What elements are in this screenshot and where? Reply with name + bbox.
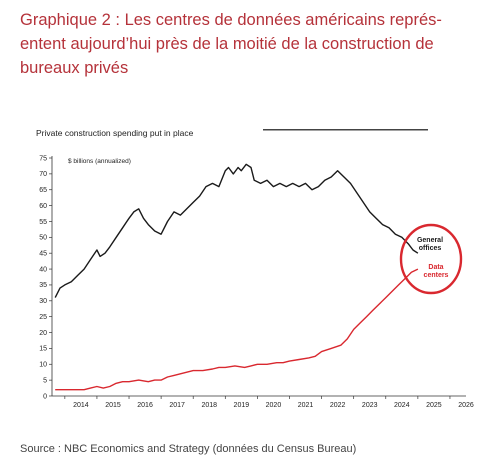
y-tick-label: 20 [39,330,47,337]
y-tick-label: 45 [39,251,47,258]
y-tick-label: 35 [39,282,47,289]
y-tick-label: 15 [39,346,47,353]
x-tick-label: 2021 [298,402,314,409]
y-tick-label: 10 [39,362,47,369]
y-tick-label: 75 [39,155,47,162]
data-centers-label-line: Data [428,264,443,271]
chart-heading: Graphique 2 : Les centres de données amé… [20,11,442,77]
x-tick-label: 2022 [330,402,346,409]
y-tick-label: 50 [39,235,47,242]
line-chart: Private construction spending put in pla… [36,128,474,409]
y-tick-label: 30 [39,298,47,305]
x-tick-label: 2025 [426,402,442,409]
x-tick-label: 2023 [362,402,378,409]
y-axis-label: $ billions (annualized) [68,158,131,165]
general-offices-label-line: General [417,237,443,244]
data-centers-label: Data centers [424,264,449,279]
chart-container: Private construction spending put in pla… [18,118,488,418]
y-tick-label: 55 [39,219,47,226]
data-centers-label-line: centers [424,272,449,279]
x-tick-label: 2026 [458,402,474,409]
x-tick-label: 2017 [169,402,185,409]
highlight-circle [399,223,463,295]
x-tick-label: 2019 [234,402,250,409]
x-tick-label: 2018 [201,402,217,409]
general-offices-line [54,163,419,298]
chart-title-underline [263,129,428,131]
x-tick-label: 2020 [266,402,282,409]
x-tick-label: 2015 [105,402,121,409]
data-centers-line [55,268,419,391]
y-tick-label: 40 [39,266,47,273]
y-tick-label: 60 [39,203,47,210]
y-tick-label: 25 [39,314,47,321]
general-offices-label: General offices [417,237,443,252]
source-note: Source : NBC Economics and Strategy (don… [20,443,357,455]
x-tick-label: 2014 [73,402,89,409]
x-tick-label: 2024 [394,402,410,409]
y-tick-label: 5 [43,377,47,384]
series-layer [54,163,419,391]
annotation-layer: General offices Data centers [399,223,463,295]
general-offices-label-line: offices [419,245,442,252]
y-tick-label: 0 [43,393,47,400]
y-tick-label: 65 [39,187,47,194]
y-tick-label: 70 [39,171,47,178]
x-tick-label: 2016 [137,402,153,409]
chart-title: Private construction spending put in pla… [36,128,194,138]
